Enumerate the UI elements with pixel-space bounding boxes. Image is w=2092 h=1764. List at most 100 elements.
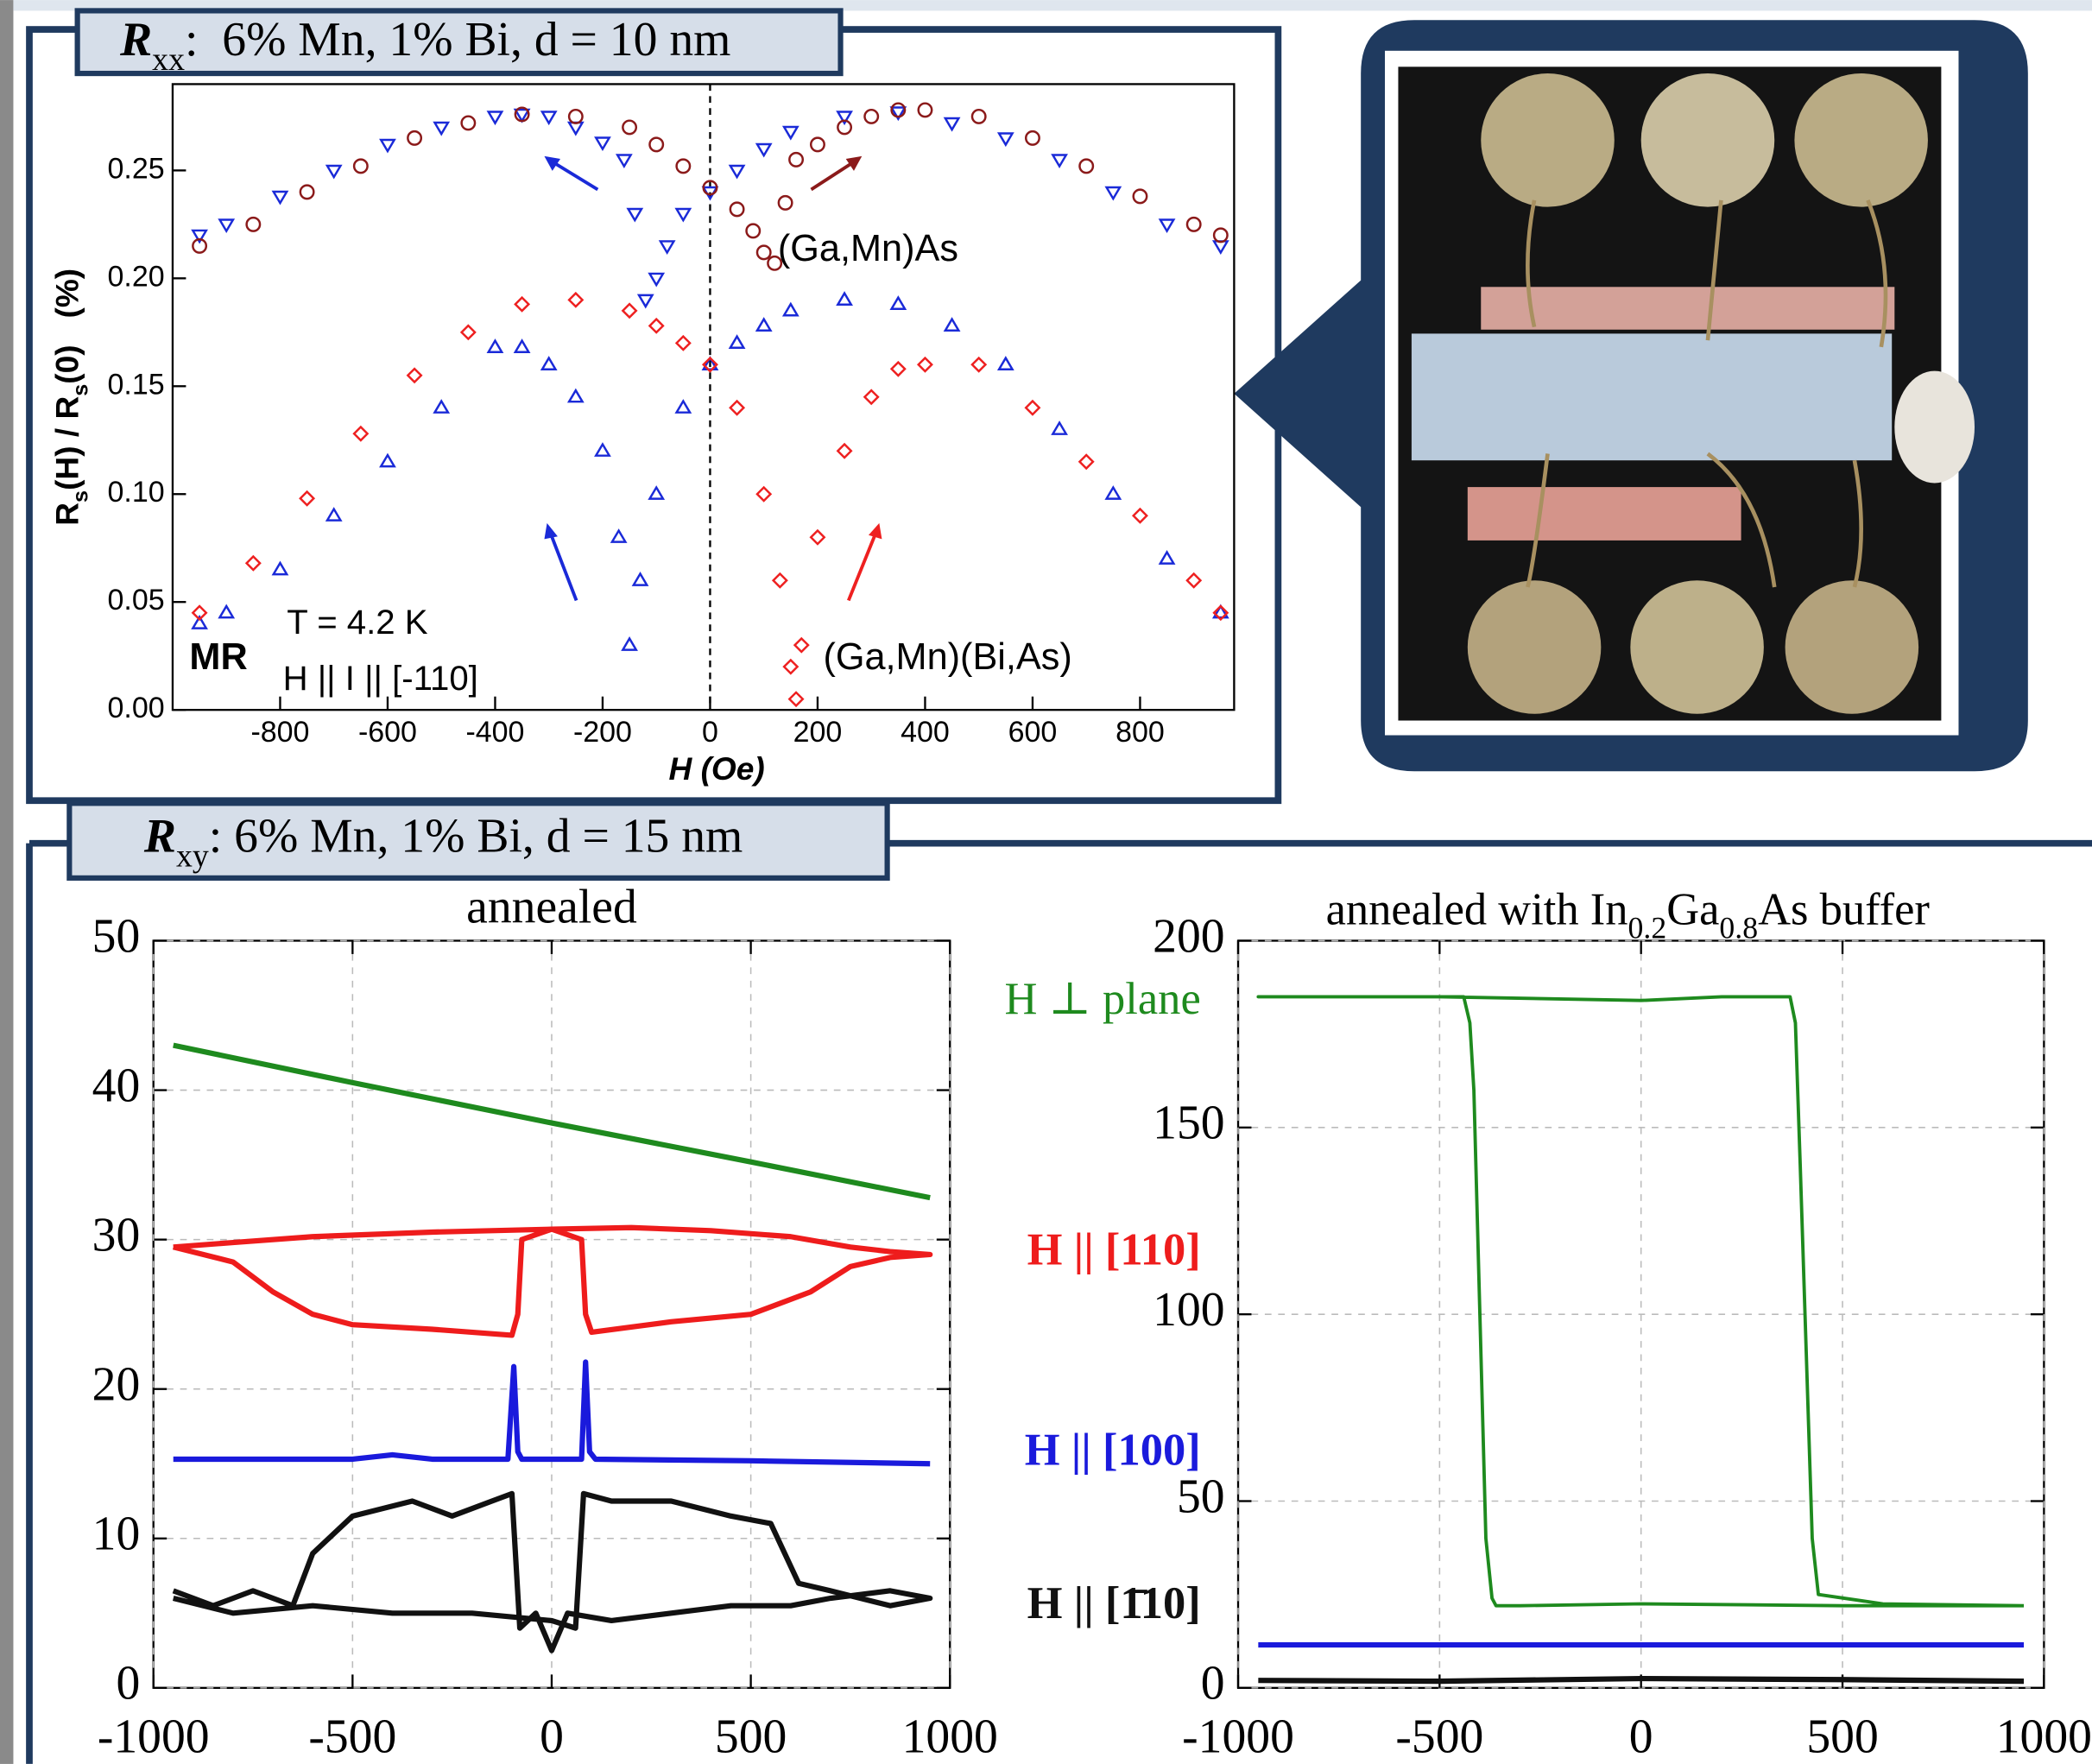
marker [701,356,718,373]
bead [1894,370,1975,484]
y-tick-label: 0.20 [108,260,165,293]
marker [459,324,477,341]
y-tick-label: 0.05 [108,584,165,616]
marker [1104,186,1122,201]
x-tick-label: 400 [901,716,950,749]
marker [781,125,800,141]
pad [1467,580,1602,714]
heading-part: R [119,13,152,66]
x-tick-label: -600 [358,716,417,749]
y-axis-label: Rs(H) / Rs(0) (%) [48,269,92,526]
marker [889,295,907,310]
marker [809,136,825,153]
marker [271,190,289,205]
marker [191,615,208,629]
arrow-head [845,155,863,171]
marker [809,528,826,546]
pad [1481,73,1615,207]
arrows [544,155,882,602]
marker [787,691,805,708]
marker [837,119,853,136]
marker [244,554,262,572]
marker [626,207,644,223]
y-tick-label: 0.25 [108,152,165,185]
marker [1131,507,1148,524]
x-tick-label: 1000 [902,1710,998,1763]
arrow-head [544,155,561,171]
photo [1398,66,1975,721]
x-tick-label: -1000 [98,1710,210,1763]
marker [407,130,423,146]
marker [406,367,423,384]
marker [781,301,800,317]
marker [863,389,880,406]
marker [325,164,343,180]
annotation: T = 4.2 K [287,603,428,642]
heading-box [74,8,844,77]
marker [566,388,585,403]
pad [1630,580,1764,714]
marker [218,604,236,619]
annotation: MR [189,636,247,678]
marker [1158,218,1176,234]
marker [836,442,853,459]
marker [191,604,208,622]
marker [433,121,451,136]
marker [728,334,746,349]
marker [379,452,396,468]
x-tick-label: -200 [573,716,632,749]
chart-title-part: Ga [1666,885,1719,935]
marker [943,317,961,332]
x-tick-label: -400 [465,716,524,749]
marker [486,338,504,353]
marker [674,207,692,223]
marker [540,111,558,126]
series-line [173,1359,931,1467]
marker [917,102,933,118]
marker [863,108,880,124]
y-tick-label: 0.00 [108,692,165,724]
marker [996,356,1014,370]
marker [729,399,746,416]
pad [1640,73,1775,207]
marker [1051,420,1068,435]
heading-part: : 6% Mn, 1% Bi, d = 10 nm [185,13,730,66]
marker [702,180,718,196]
marker [631,572,649,586]
marker [513,108,531,123]
marker [970,356,988,373]
marker [788,151,805,168]
marker [836,291,853,306]
marker [192,237,208,254]
marker [486,111,504,126]
marker [299,184,315,200]
marker [1211,604,1229,619]
marker [793,636,810,654]
marker [460,115,477,131]
marker [674,399,692,414]
marker [636,294,654,309]
marker [648,136,665,153]
series-line [173,1042,931,1201]
marker [674,334,692,351]
marker [514,295,531,313]
marker [1185,216,1202,232]
y-tick-label: 40 [92,1059,141,1112]
marker [648,272,666,288]
x-tick-label: 600 [1008,716,1058,749]
marker [540,356,558,370]
marker [728,164,746,180]
marker [621,302,638,319]
y-tick-label: 30 [92,1208,141,1261]
marker [1024,399,1041,416]
marker [1024,130,1040,146]
marker [1078,158,1095,174]
marker [513,338,531,353]
legend-label: H || [100] [1025,1425,1201,1475]
marker [889,106,907,122]
marker [777,194,793,211]
marker [1158,550,1176,565]
marker [890,102,907,118]
